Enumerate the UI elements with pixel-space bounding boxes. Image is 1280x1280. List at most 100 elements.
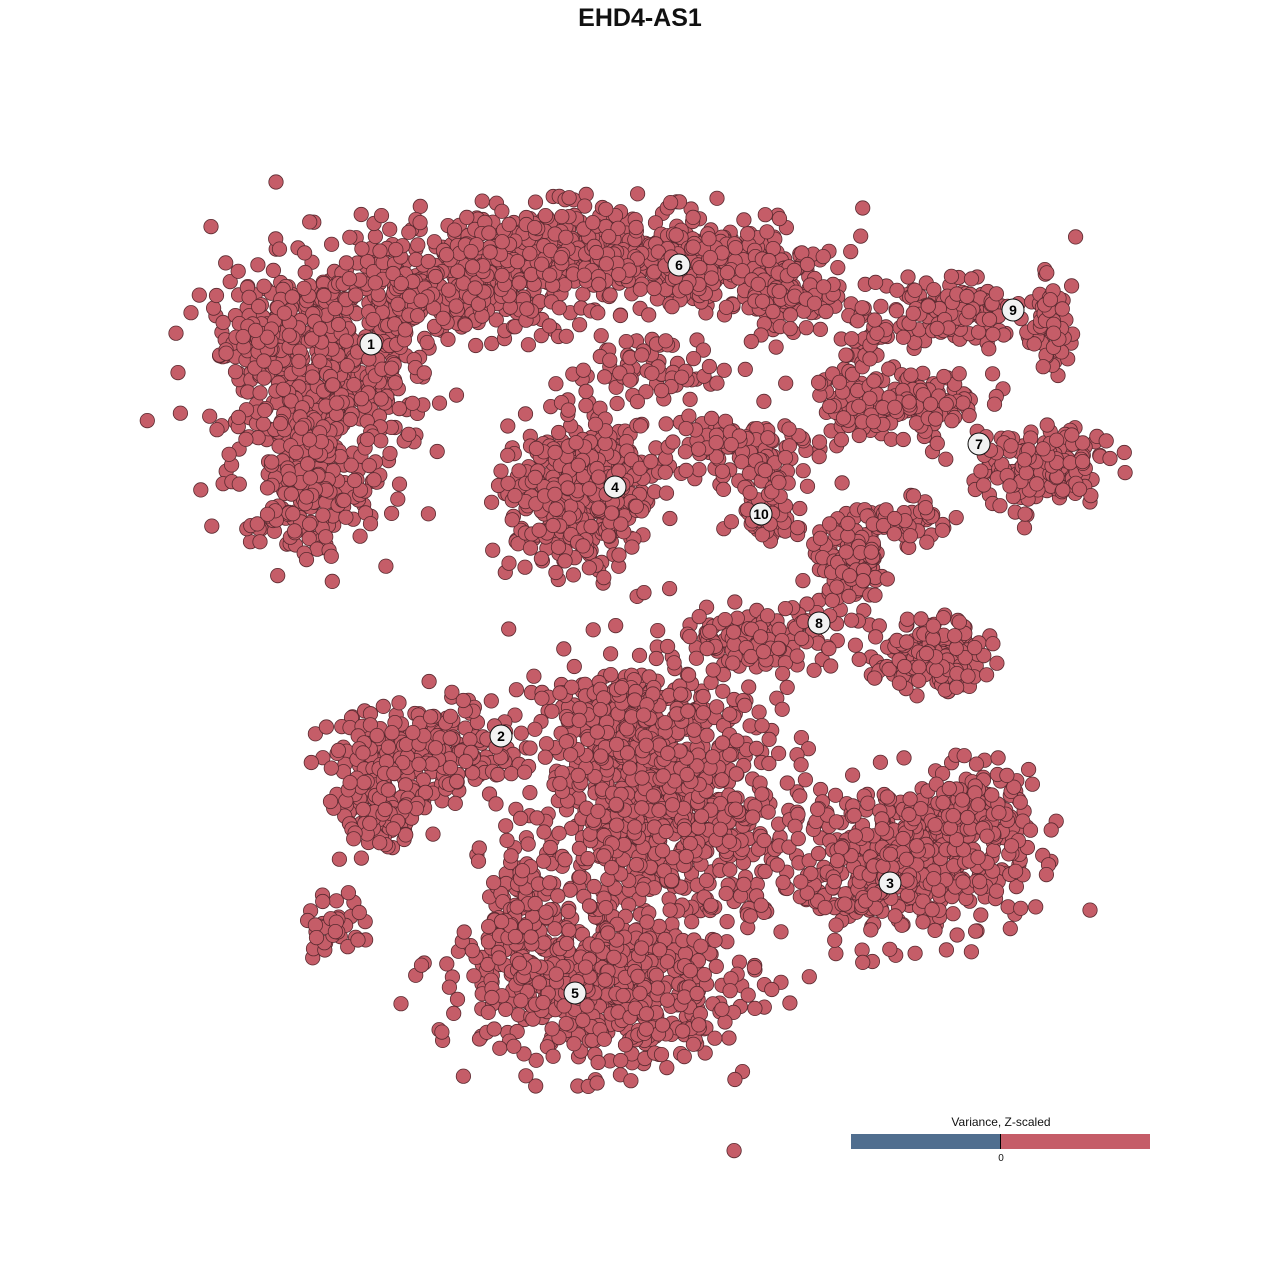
point <box>372 243 388 259</box>
point <box>973 463 989 479</box>
point <box>624 539 640 555</box>
point <box>435 310 451 326</box>
point <box>723 514 740 530</box>
point <box>298 489 315 505</box>
point <box>830 259 846 276</box>
point <box>168 325 184 341</box>
point <box>557 553 573 569</box>
point <box>191 287 207 303</box>
point <box>424 756 440 772</box>
point <box>397 799 413 815</box>
point <box>866 373 882 389</box>
point <box>440 331 456 347</box>
point <box>701 231 717 247</box>
point <box>865 414 881 430</box>
point <box>380 739 397 755</box>
point <box>571 317 588 333</box>
point <box>928 662 945 678</box>
point <box>401 224 417 240</box>
point <box>520 337 537 353</box>
point <box>851 427 867 444</box>
point <box>628 219 644 236</box>
point <box>383 360 400 376</box>
point <box>770 640 787 657</box>
point <box>419 334 435 351</box>
point <box>761 252 777 269</box>
point <box>353 850 369 866</box>
point <box>900 269 916 285</box>
point <box>718 885 734 902</box>
point <box>782 320 798 337</box>
point <box>367 275 383 291</box>
point <box>537 208 554 224</box>
point <box>708 434 724 451</box>
point <box>547 444 563 460</box>
point <box>725 655 741 671</box>
point <box>405 724 421 741</box>
point <box>821 398 838 415</box>
point <box>367 228 383 244</box>
point <box>302 470 318 486</box>
point <box>1046 325 1062 341</box>
point <box>442 708 459 724</box>
point <box>501 216 517 232</box>
point <box>467 280 483 296</box>
point <box>936 368 952 385</box>
point <box>795 572 811 589</box>
point <box>634 347 650 363</box>
point <box>1071 481 1088 497</box>
point <box>462 731 478 748</box>
point <box>674 369 690 385</box>
point <box>662 195 679 211</box>
point <box>834 475 850 491</box>
point <box>622 372 638 388</box>
point <box>307 917 323 933</box>
point <box>548 376 564 392</box>
point <box>238 431 254 447</box>
point <box>718 299 735 315</box>
point <box>986 396 1003 412</box>
point <box>976 477 992 493</box>
point <box>527 469 543 485</box>
point <box>576 267 593 283</box>
point <box>494 203 510 219</box>
point <box>527 194 544 210</box>
point <box>377 801 393 818</box>
point <box>833 432 850 448</box>
point <box>750 276 766 292</box>
point <box>831 374 848 390</box>
point <box>522 784 538 801</box>
point <box>879 571 895 587</box>
point <box>421 673 437 690</box>
point <box>761 731 777 748</box>
point <box>886 526 903 542</box>
point <box>548 564 564 581</box>
point <box>285 506 301 522</box>
point <box>970 324 987 340</box>
point <box>665 434 681 450</box>
point <box>961 304 977 320</box>
point <box>431 395 448 411</box>
point <box>777 600 794 617</box>
point <box>789 519 806 536</box>
point <box>608 617 624 634</box>
point <box>843 244 859 260</box>
point <box>542 267 558 283</box>
point <box>715 683 731 699</box>
point <box>255 416 271 432</box>
point <box>315 507 331 523</box>
point <box>336 492 352 508</box>
point <box>218 255 234 271</box>
point <box>782 307 799 323</box>
point <box>585 622 601 638</box>
point <box>631 647 648 664</box>
point <box>947 628 963 644</box>
point <box>771 283 787 299</box>
point <box>934 522 951 538</box>
point <box>583 518 599 535</box>
point <box>422 709 439 725</box>
point <box>411 756 427 772</box>
point <box>989 655 1005 671</box>
point <box>409 308 426 324</box>
point <box>862 351 878 367</box>
